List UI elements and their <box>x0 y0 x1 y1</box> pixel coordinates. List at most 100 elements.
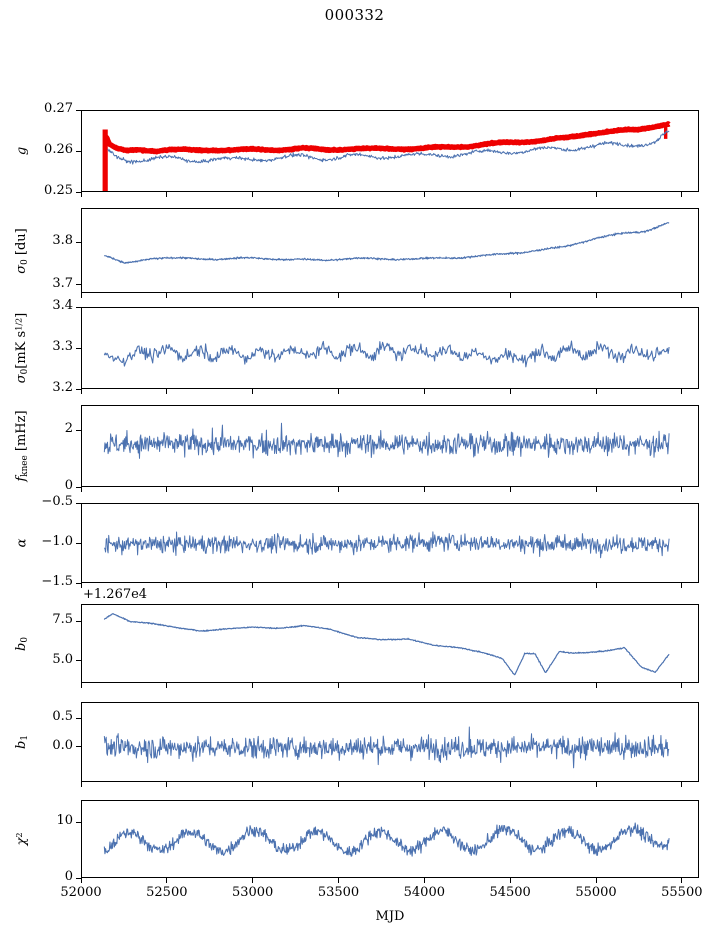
y-tick-label-b1: 0.0 <box>52 737 73 753</box>
x-tick-mark <box>252 683 254 688</box>
x-tick-mark <box>252 878 254 883</box>
x-tick-mark <box>681 389 683 394</box>
x-tick-mark <box>166 878 168 883</box>
y-tick-mark <box>76 150 81 152</box>
x-tick-mark <box>423 293 425 298</box>
y-tick-mark <box>76 502 81 504</box>
x-tick-mark <box>166 487 168 492</box>
data-line-chi2 <box>103 822 670 857</box>
x-tick-mark <box>595 389 597 394</box>
x-axis-label: MJD <box>375 909 405 924</box>
x-tick-label: 54000 <box>403 885 445 900</box>
x-tick-label: 52500 <box>146 885 188 900</box>
x-tick-mark <box>166 389 168 394</box>
x-tick-mark <box>252 782 254 787</box>
x-tick-label: 53000 <box>231 885 274 900</box>
x-tick-label: 55000 <box>575 885 617 900</box>
x-tick-label: 53500 <box>317 885 360 900</box>
x-tick-mark <box>423 583 425 588</box>
y-tick-label-alpha: −1.0 <box>41 534 73 549</box>
y-tick-label-sigma0-du: 3.7 <box>52 275 73 291</box>
y-tick-mark <box>76 284 81 286</box>
x-tick-mark <box>509 192 511 197</box>
y-tick-mark <box>76 486 81 488</box>
plot-panel-b1 <box>81 702 699 782</box>
x-tick-mark <box>338 683 340 688</box>
y-tick-mark <box>76 306 81 308</box>
y-axis-label-b0: b0 <box>14 636 30 651</box>
plot-panel-chi2 <box>81 800 699 878</box>
plot-area-b0 <box>82 605 698 682</box>
y-tick-label-sigma0-mKs: 3.4 <box>52 298 73 313</box>
y-tick-label-f-knee: 0 <box>64 478 73 493</box>
x-tick-mark <box>681 487 683 492</box>
y-axis-label-f-knee: fknee [mHz] <box>14 410 30 482</box>
y-tick-label-sigma0-du: 3.8 <box>52 233 73 248</box>
plot-area-g <box>82 111 698 191</box>
data-line-sigma0-du <box>103 222 670 264</box>
x-tick-mark <box>423 782 425 787</box>
y-tick-label-b1: 0.5 <box>52 709 73 724</box>
y-tick-mark <box>76 347 81 349</box>
y-tick-mark <box>76 821 81 823</box>
plot-area-b1 <box>82 703 698 781</box>
x-tick-mark <box>166 293 168 298</box>
plot-panel-b0 <box>81 604 699 683</box>
x-tick-mark <box>423 487 425 492</box>
data-line-b1 <box>103 726 670 769</box>
x-tick-label: 54500 <box>489 885 531 900</box>
y-tick-label-chi2: 10 <box>56 813 73 829</box>
x-tick-mark <box>80 487 82 492</box>
data-line-sigma0-mKs <box>103 340 670 368</box>
plot-panel-sigma0-mKs <box>81 307 699 389</box>
y-tick-mark <box>76 582 81 584</box>
x-tick-mark <box>252 389 254 394</box>
data-line-b0 <box>103 613 670 676</box>
x-tick-mark <box>423 683 425 688</box>
plot-panel-sigma0-du <box>81 208 699 293</box>
y-tick-mark <box>76 877 81 879</box>
x-tick-mark <box>509 782 511 787</box>
x-tick-mark <box>595 683 597 688</box>
y-tick-mark <box>76 429 81 432</box>
x-tick-mark <box>252 293 254 298</box>
y-tick-mark <box>76 746 81 748</box>
x-tick-mark <box>166 192 168 197</box>
x-tick-mark <box>681 583 683 588</box>
y-tick-mark <box>76 717 81 719</box>
x-tick-mark <box>681 782 683 787</box>
x-tick-mark <box>681 683 683 688</box>
y-tick-label-b0: 7.5 <box>52 612 73 628</box>
x-tick-mark <box>338 782 340 787</box>
y-tick-label-alpha: −1.5 <box>41 574 73 589</box>
x-tick-mark <box>80 782 82 787</box>
data-line-g <box>107 130 670 165</box>
plot-area-alpha <box>82 504 698 582</box>
x-tick-mark <box>595 192 597 197</box>
x-tick-mark <box>80 192 82 197</box>
y-tick-label-sigma0-mKs: 3.2 <box>52 380 73 395</box>
x-tick-mark <box>509 389 511 394</box>
x-tick-mark <box>80 389 82 394</box>
y-tick-mark <box>76 620 81 622</box>
plot-panel-f-knee <box>81 405 699 487</box>
y-tick-label-sigma0-mKs: 3.3 <box>52 339 73 354</box>
plot-panel-g <box>81 110 699 192</box>
x-tick-mark <box>166 583 168 588</box>
y-tick-label-f-knee: 2 <box>64 421 73 437</box>
x-tick-mark <box>595 878 597 883</box>
plot-area-sigma0-du <box>82 209 698 292</box>
x-tick-mark <box>509 487 511 492</box>
x-tick-mark <box>595 583 597 588</box>
x-tick-mark <box>595 293 597 298</box>
x-tick-label: 55500 <box>661 885 703 900</box>
y-axis-label-chi2: χ2 <box>14 832 30 846</box>
x-tick-mark <box>595 782 597 787</box>
data-line-f-knee <box>103 422 670 459</box>
x-tick-mark <box>423 878 425 883</box>
figure-title: 000332 <box>324 6 385 24</box>
data-line-alpha <box>103 531 670 559</box>
x-tick-label: 52000 <box>60 885 102 900</box>
y-tick-label-alpha: −0.5 <box>41 494 73 509</box>
